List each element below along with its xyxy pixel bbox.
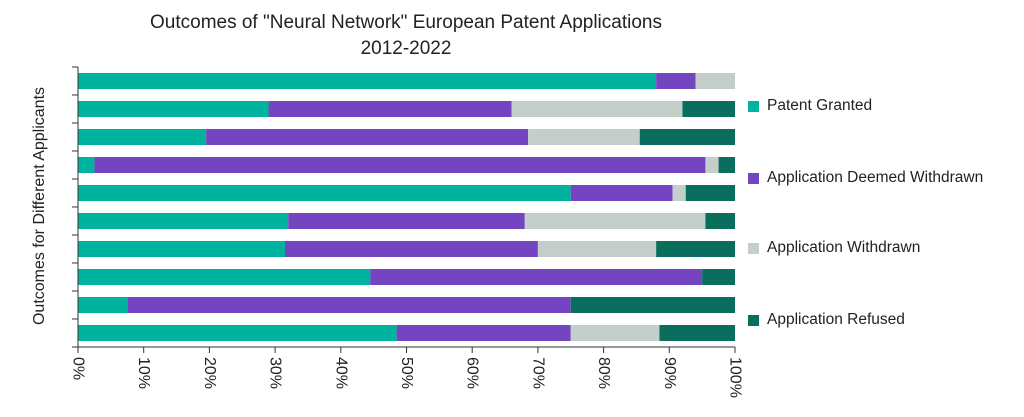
x-tick-label: 40% xyxy=(332,357,349,389)
bar-application-withdrawn-row-1 xyxy=(695,73,735,89)
bar-application-deemed-withdrawn-row-1 xyxy=(656,73,696,89)
legend-item-application-withdrawn: Application Withdrawn xyxy=(748,239,920,257)
chart-title: Outcomes of "Neural Network" European Pa… xyxy=(0,10,812,62)
legend: Patent Granted Application Deemed Withdr… xyxy=(748,0,1024,417)
legend-swatch-patent-granted xyxy=(748,100,759,112)
bar-application-refused-row-9 xyxy=(570,297,735,313)
x-tick-label: 10% xyxy=(135,357,152,389)
bar-application-deemed-withdrawn-row-7 xyxy=(284,241,538,257)
bar-application-refused-row-3 xyxy=(639,129,735,145)
bar-application-refused-row-7 xyxy=(656,241,735,257)
x-tick-label: 100% xyxy=(727,357,744,398)
x-tick-label: 30% xyxy=(267,357,284,389)
x-tick-label: 0% xyxy=(70,357,87,380)
legend-label-application-deemed-withdrawn: Application Deemed Withdrawn xyxy=(767,169,984,186)
chart-title-line-2: 2012-2022 xyxy=(360,38,452,59)
bars-group xyxy=(78,73,735,341)
y-ticks-group xyxy=(72,66,78,348)
bar-application-deemed-withdrawn-row-5 xyxy=(570,185,673,201)
bar-application-withdrawn-row-5 xyxy=(672,185,686,201)
bar-application-withdrawn-row-3 xyxy=(528,129,640,145)
legend-label-patent-granted: Patent Granted xyxy=(767,97,873,114)
bar-patent-granted-row-2 xyxy=(78,101,269,117)
legend-swatch-application-deemed-withdrawn xyxy=(748,172,759,184)
bar-patent-granted-row-1 xyxy=(78,73,657,89)
bar-application-withdrawn-row-6 xyxy=(524,213,706,229)
bar-patent-granted-row-4 xyxy=(78,157,95,173)
bar-patent-granted-row-9 xyxy=(78,297,128,313)
x-tick-label: 50% xyxy=(398,357,415,389)
bar-patent-granted-row-8 xyxy=(78,269,371,285)
x-tick-label: 90% xyxy=(661,357,678,389)
legend-item-application-deemed-withdrawn: Application Deemed Withdrawn xyxy=(748,169,983,187)
bar-application-withdrawn-row-7 xyxy=(537,241,657,257)
bar-application-deemed-withdrawn-row-3 xyxy=(206,129,529,145)
bar-application-refused-row-4 xyxy=(718,157,735,173)
bar-application-deemed-withdrawn-row-6 xyxy=(288,213,525,229)
legend-swatch-application-withdrawn xyxy=(748,242,759,254)
bar-application-withdrawn-row-2 xyxy=(511,101,683,117)
bar-application-refused-row-10 xyxy=(659,325,735,341)
bar-patent-granted-row-3 xyxy=(78,129,207,145)
bar-application-withdrawn-row-10 xyxy=(570,325,660,341)
bar-application-deemed-withdrawn-row-10 xyxy=(396,325,571,341)
x-tick-label: 20% xyxy=(201,357,218,389)
bar-application-refused-row-5 xyxy=(685,185,735,201)
bar-application-deemed-withdrawn-row-8 xyxy=(370,269,703,285)
bar-patent-granted-row-5 xyxy=(78,185,571,201)
bar-application-withdrawn-row-4 xyxy=(705,157,719,173)
bar-application-deemed-withdrawn-row-2 xyxy=(268,101,512,117)
legend-label-application-refused: Application Refused xyxy=(767,311,905,328)
bar-patent-granted-row-10 xyxy=(78,325,397,341)
chart-title-line-1: Outcomes of "Neural Network" European Pa… xyxy=(150,12,662,33)
legend-item-application-refused: Application Refused xyxy=(748,311,905,329)
legend-item-patent-granted: Patent Granted xyxy=(748,97,872,115)
x-tick-label: 60% xyxy=(464,357,481,389)
x-tick-label: 70% xyxy=(529,357,546,389)
bar-application-refused-row-2 xyxy=(682,101,735,117)
bar-application-refused-row-6 xyxy=(705,213,735,229)
y-axis-label: Outcomes for Different Applicants xyxy=(31,87,48,325)
x-ticks-group: 0% 10% 20% 30% 40% 50% 60% 70% 80% 90% 100% xyxy=(70,347,744,398)
x-tick-label: 80% xyxy=(595,357,612,389)
bar-patent-granted-row-6 xyxy=(78,213,289,229)
bar-application-deemed-withdrawn-row-4 xyxy=(94,157,706,173)
bar-patent-granted-row-7 xyxy=(78,241,285,257)
legend-swatch-application-refused xyxy=(748,314,759,326)
legend-label-application-withdrawn: Application Withdrawn xyxy=(767,239,921,256)
bar-application-deemed-withdrawn-row-9 xyxy=(127,297,571,313)
bar-application-refused-row-8 xyxy=(702,269,735,285)
